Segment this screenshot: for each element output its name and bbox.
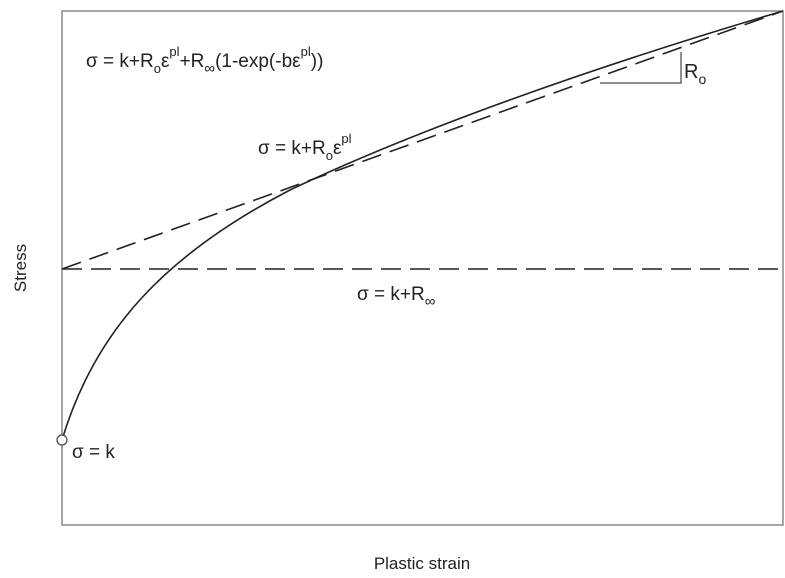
eq-sat-prefix: σ = k+R [357, 284, 425, 305]
eq-linear-sup: pl [341, 131, 351, 146]
equation-initial-yield: σ = k [72, 442, 115, 463]
equation-full-model: σ = k+Roεpl+R∞(1-exp(-bεpl)) [86, 44, 323, 77]
initial-yield-point-marker [56, 434, 68, 446]
combined-hardening-curve [61, 10, 784, 441]
eq-sat-sub: ∞ [425, 293, 436, 310]
y-axis-label: Stress [11, 244, 30, 292]
slope-triangle [600, 52, 682, 84]
slope-label-sub: o [698, 71, 706, 87]
eq-linear-sub: o [326, 148, 333, 163]
linear-hardening-dashed-line [61, 10, 784, 270]
equation-saturation: σ = k+R∞ [357, 284, 436, 310]
x-axis-label: Plastic strain [374, 554, 470, 573]
eq-full-eps1: ε [161, 51, 170, 72]
eq-full-sup2: pl [301, 44, 311, 59]
eq-full-mid: +R [180, 51, 205, 72]
eq-full-tail: (1-exp(-bε [215, 51, 301, 72]
eq-full-sup1: pl [169, 44, 179, 59]
equation-linear-hardening: σ = k+Roεpl [258, 131, 352, 163]
eq-full-prefix: σ = k+R [86, 51, 154, 72]
eq-linear-eps: ε [333, 138, 342, 159]
plot-frame [61, 10, 784, 526]
slope-label-main: R [684, 61, 698, 83]
eq-full-sub2: ∞ [204, 60, 215, 77]
slope-label: Ro [684, 61, 706, 87]
eq-full-sub1: o [154, 61, 161, 76]
eq-linear-prefix: σ = k+R [258, 138, 326, 159]
eq-full-end: )) [311, 51, 324, 72]
